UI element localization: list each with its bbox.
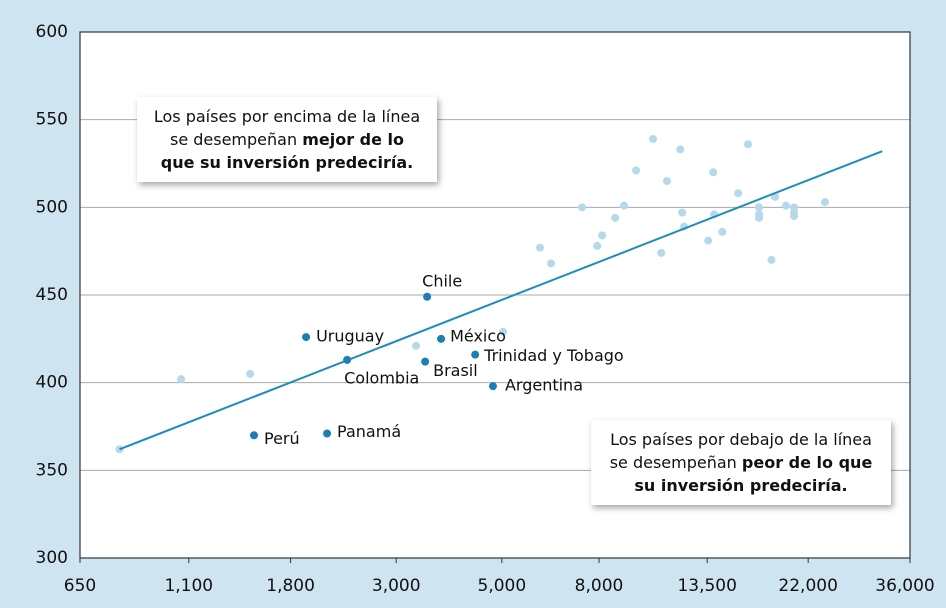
x-tick-label: 1,800 (266, 576, 315, 596)
point (632, 166, 641, 175)
point (412, 341, 421, 350)
point (536, 243, 545, 252)
point (471, 350, 480, 359)
point (755, 213, 764, 222)
point (734, 189, 743, 198)
point (611, 213, 620, 222)
annotation-bold: mejor de lo que su inversión predeciría. (160, 130, 414, 172)
point-label: Argentina (505, 376, 583, 395)
x-tick-label: 3,000 (372, 576, 421, 596)
point (790, 212, 799, 221)
point (547, 259, 556, 268)
y-tick-label: 400 (36, 373, 68, 393)
point (657, 248, 666, 257)
x-tick-label: 650 (64, 576, 96, 596)
point (662, 177, 671, 186)
point (499, 327, 508, 336)
y-tick-label: 500 (36, 197, 68, 217)
annotation-text: Los países por encima de la línea se des… (153, 107, 421, 149)
x-tick-label: 8,000 (575, 576, 624, 596)
y-tick-label: 300 (36, 548, 68, 568)
point (718, 227, 727, 236)
point-label: Panamá (337, 422, 401, 441)
point (821, 198, 830, 207)
annotation-text: Los países por debajo de la línea se des… (609, 430, 872, 472)
point (744, 140, 753, 149)
point (678, 208, 687, 217)
point (177, 375, 186, 384)
point (437, 334, 446, 343)
plot-frame (79, 31, 911, 559)
y-tick-label: 450 (36, 285, 68, 305)
y-tick-label: 600 (36, 22, 68, 42)
point (246, 369, 255, 378)
point (323, 429, 332, 438)
point (343, 355, 352, 364)
point (704, 236, 713, 245)
x-tick-label: 22,000 (778, 576, 837, 596)
point-label: Perú (264, 429, 300, 448)
point (598, 231, 607, 240)
point (488, 382, 497, 391)
point (709, 168, 718, 177)
point (620, 201, 629, 210)
x-tick-label: 1,100 (164, 576, 213, 596)
point (423, 292, 432, 301)
point-label: Trinidad y Tobago (483, 346, 624, 365)
trend-line (119, 150, 883, 451)
point (676, 145, 685, 154)
annotation-bold: peor de lo que su inversión predeciría. (634, 453, 873, 495)
x-tick-label: 13,500 (677, 576, 736, 596)
point (578, 203, 587, 212)
point-label: Brasil (433, 361, 478, 380)
point (421, 357, 430, 366)
x-tick-label: 36,000 (875, 576, 934, 596)
point (767, 255, 776, 264)
annotation-below: Los países por debajo de la línea se des… (591, 420, 891, 505)
point-label: Colombia (344, 368, 419, 387)
point (755, 203, 764, 212)
point-label: Chile (422, 271, 462, 290)
point-label: México (450, 326, 506, 345)
point (302, 333, 311, 342)
point (649, 134, 658, 143)
point-label: Uruguay (316, 327, 384, 346)
x-tick-label: 5,000 (478, 576, 527, 596)
point (250, 431, 259, 440)
point (593, 241, 602, 250)
y-tick-label: 550 (36, 110, 68, 130)
y-tick-label: 350 (36, 460, 68, 480)
annotation-above: Los países por encima de la línea se des… (137, 97, 437, 182)
point (781, 201, 790, 210)
